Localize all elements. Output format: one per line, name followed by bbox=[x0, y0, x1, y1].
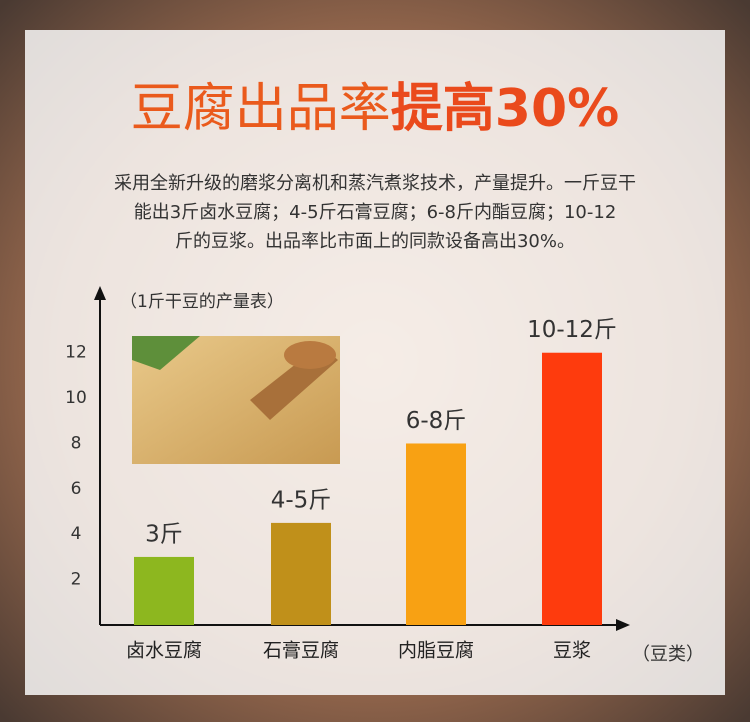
description-line: 采用全新升级的磨浆分离机和蒸汽煮浆技术，产量提升。一斤豆干 bbox=[114, 173, 636, 194]
x-tick-label: 豆浆 bbox=[553, 640, 591, 662]
x-tick-label: 内脂豆腐 bbox=[398, 640, 474, 662]
value-label: 3斤 bbox=[145, 521, 183, 547]
y-tick-label: 8 bbox=[71, 433, 82, 453]
bar bbox=[134, 556, 194, 625]
x-tick-label: 卤水豆腐 bbox=[126, 640, 202, 662]
x-arrow bbox=[616, 619, 630, 631]
x-axis-label: （豆类） bbox=[632, 644, 704, 665]
bar bbox=[406, 443, 466, 625]
value-label: 10-12斤 bbox=[527, 317, 617, 343]
soybean-photo bbox=[132, 336, 340, 464]
bar bbox=[542, 352, 602, 625]
y-tick-label: 6 bbox=[71, 479, 82, 499]
description-line: 斤的豆浆。出品率比市面上的同款设备高出30%。 bbox=[175, 231, 575, 252]
bar bbox=[271, 522, 331, 625]
y-axis-label: （1斤干豆的产量表） bbox=[120, 292, 284, 312]
y-tick-label: 4 bbox=[71, 524, 82, 544]
y-tick-label: 10 bbox=[65, 388, 87, 408]
description-line: 能出3斤卤水豆腐；4-5斤石膏豆腐；6-8斤内酯豆腐；10-12 bbox=[134, 201, 617, 223]
title-em: 提高30% bbox=[391, 79, 619, 139]
y-arrow bbox=[94, 286, 106, 300]
title: 豆腐出品率提高30% bbox=[131, 79, 619, 139]
value-label: 4-5斤 bbox=[271, 487, 332, 513]
y-tick-label: 12 bbox=[65, 343, 87, 363]
value-label: 6-8斤 bbox=[406, 408, 467, 434]
y-tick-label: 2 bbox=[71, 570, 82, 590]
x-tick-label: 石膏豆腐 bbox=[263, 639, 339, 662]
title-main: 豆腐出品率 bbox=[131, 79, 391, 139]
